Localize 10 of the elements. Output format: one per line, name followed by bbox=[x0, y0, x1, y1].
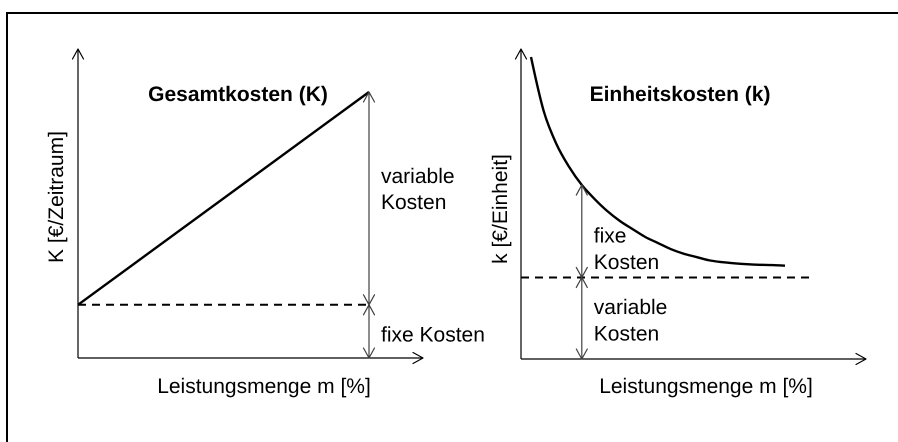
annotation: variable Kosten bbox=[594, 296, 668, 346]
chart-title: Gesamtkosten (K) bbox=[148, 83, 328, 106]
text: Einheitskosten (k) bbox=[590, 83, 770, 106]
x-axis-title: Leistungsmenge m [%] bbox=[157, 375, 371, 398]
x-axis-title: Leistungsmenge m [%] bbox=[599, 375, 813, 398]
y-axis-title: k [€/Einheit] bbox=[489, 154, 512, 264]
annotation: fixe Kosten bbox=[381, 323, 485, 346]
annotation: variable Kosten bbox=[381, 164, 455, 214]
y-axis-title: K [€/Zeitraum] bbox=[45, 131, 68, 263]
annotation: fixe Kosten bbox=[594, 224, 660, 274]
